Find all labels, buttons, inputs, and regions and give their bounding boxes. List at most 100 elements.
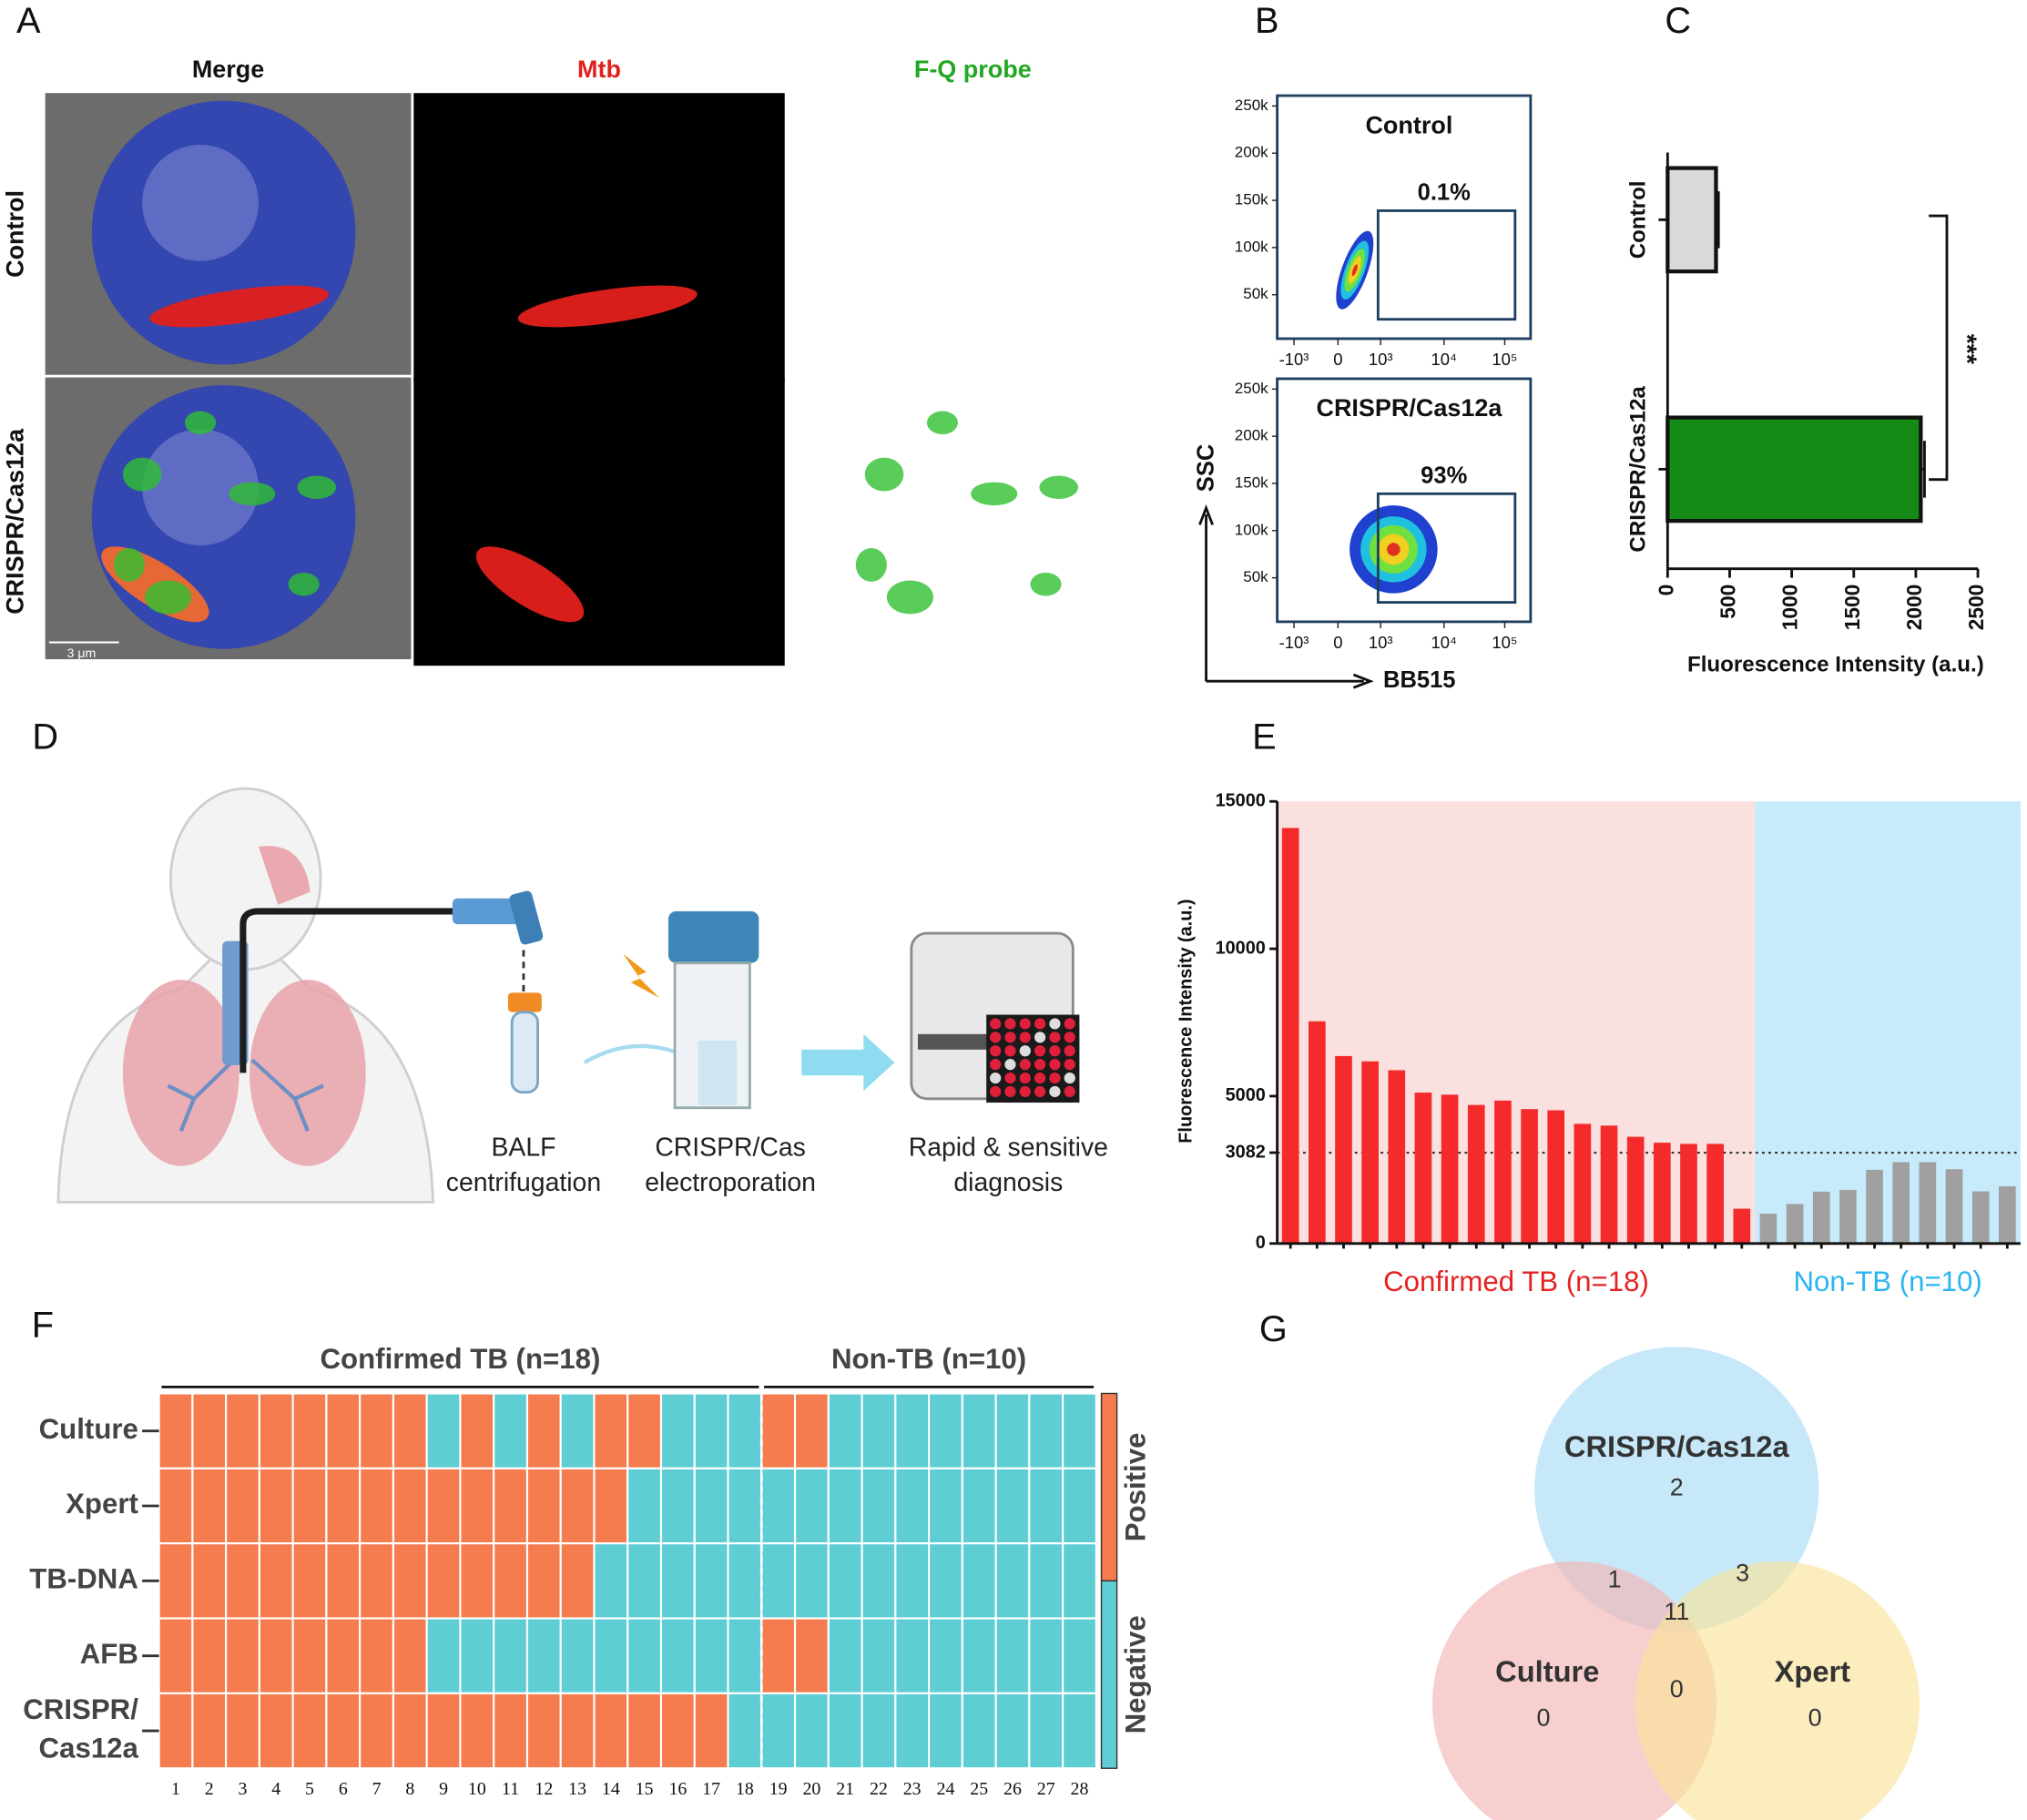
column-number: 28 <box>1071 1779 1089 1799</box>
column-number: 20 <box>802 1779 820 1799</box>
step-label: Rapid & sensitive <box>909 1134 1108 1163</box>
mtb-signal <box>149 285 330 328</box>
bar <box>1998 1185 2016 1244</box>
heatmap-cell <box>325 1617 362 1694</box>
venn-set-label: CRISPR/Cas12a <box>1564 1429 1790 1463</box>
heatmap-cell <box>1028 1392 1064 1469</box>
plate-well <box>1004 1045 1016 1057</box>
bar <box>1665 166 1718 274</box>
heatmap-cell <box>325 1467 362 1545</box>
bar <box>1665 415 1923 524</box>
heatmap-cell <box>626 1692 663 1770</box>
bar <box>1600 1125 1618 1244</box>
bar <box>1733 1208 1751 1244</box>
heatmap-cell <box>727 1392 763 1469</box>
x-axis-label: Fluorescence Intensity (a.u.) <box>1687 653 1984 677</box>
plate-well <box>1019 1072 1031 1084</box>
heatmap-cell <box>593 1617 629 1694</box>
x-tick-label: 2500 <box>1964 585 1988 631</box>
heatmap-cell <box>593 1542 629 1620</box>
venn-count: 11 <box>1664 1598 1689 1625</box>
heatmap-cell <box>793 1392 830 1469</box>
x-tick-label: 10⁵ <box>1492 350 1517 369</box>
column-number: 26 <box>1003 1779 1022 1799</box>
heatmap-cell <box>659 1467 696 1545</box>
probe-signal <box>971 482 1018 506</box>
probe-signal <box>185 411 217 435</box>
heatmap-cell <box>994 1467 1031 1545</box>
plate-well <box>1064 1018 1075 1030</box>
heatmap-cell <box>525 1617 562 1694</box>
x-tick-label: 10³ <box>1369 350 1393 369</box>
heatmap-cell <box>191 1392 228 1469</box>
heatmap-cell <box>927 1617 963 1694</box>
y-axis-label: SSC <box>1194 444 1219 493</box>
heatmap-cell <box>827 1392 863 1469</box>
heatmap-cell <box>459 1467 495 1545</box>
nucleus-highlight <box>142 429 259 546</box>
column-number: 13 <box>568 1779 586 1799</box>
reader-plate <box>986 1014 1080 1103</box>
x-tick-label: 0 <box>1333 633 1342 652</box>
plate-well <box>1004 1085 1016 1098</box>
heatmap-cell <box>1062 1392 1097 1469</box>
row-label: Culture <box>39 1413 138 1445</box>
heatmap-cell <box>961 1542 997 1620</box>
heatmap-cell <box>559 1392 596 1469</box>
plate-well <box>990 1085 1002 1098</box>
heatmap-cell <box>727 1692 763 1770</box>
x-tick-label: 500 <box>1716 585 1739 619</box>
reader-slot <box>917 1033 990 1050</box>
plate-well <box>1034 1059 1046 1071</box>
bar <box>1441 1094 1459 1244</box>
mtb-signal <box>517 285 698 328</box>
heatmap-cell <box>793 1692 830 1770</box>
heatmap-cell <box>793 1542 830 1620</box>
plate-well <box>1034 1045 1046 1057</box>
heatmap-cell <box>659 1392 696 1469</box>
heatmap-cell <box>258 1542 294 1620</box>
plate-well <box>1064 1072 1075 1084</box>
plate-well <box>1064 1059 1075 1071</box>
column-title: F-Q probe <box>914 56 1032 83</box>
heatmap-cell <box>760 1392 797 1469</box>
y-tick-label: 100k <box>1235 238 1268 255</box>
venn-count: 1 <box>1608 1565 1622 1592</box>
probe-signal <box>886 580 933 615</box>
bar <box>1839 1189 1857 1244</box>
plate-well <box>1049 1018 1061 1030</box>
x-tick-label: 1500 <box>1840 585 1864 631</box>
heatmap-cell <box>593 1392 629 1469</box>
y-tick-label: 50k <box>1243 285 1268 302</box>
cuvette-cap <box>667 910 759 963</box>
transfer-arrow <box>583 1043 684 1064</box>
heatmap-cell <box>392 1692 428 1770</box>
step-label: BALF <box>491 1134 555 1163</box>
plate-well <box>990 1018 1002 1030</box>
panel-letter: C <box>1665 1 1691 41</box>
y-tick-label: 100k <box>1235 521 1268 538</box>
probe-signal <box>1030 572 1062 596</box>
heatmap-cell <box>225 1467 260 1545</box>
column-number: 24 <box>937 1779 955 1799</box>
heatmap-cell <box>861 1392 897 1469</box>
lung-right <box>249 980 366 1166</box>
heatmap-cell <box>559 1467 596 1545</box>
category-label: Control <box>1625 180 1650 259</box>
heatmap-cell <box>459 1392 495 1469</box>
bronchi <box>167 1058 324 1133</box>
heatmap-cell <box>225 1392 260 1469</box>
column-number: 11 <box>502 1779 519 1799</box>
heatmap-cell <box>693 1542 729 1620</box>
bar <box>1414 1093 1432 1244</box>
probe-signal <box>229 482 276 506</box>
column-number: 7 <box>372 1779 382 1799</box>
heatmap-cell <box>727 1542 763 1620</box>
y-tick-label: 5000 <box>1226 1085 1266 1105</box>
column-number: 18 <box>736 1779 754 1799</box>
probe-signal <box>122 457 162 492</box>
probe-signal <box>297 475 337 500</box>
heatmap-cell <box>525 1467 562 1545</box>
